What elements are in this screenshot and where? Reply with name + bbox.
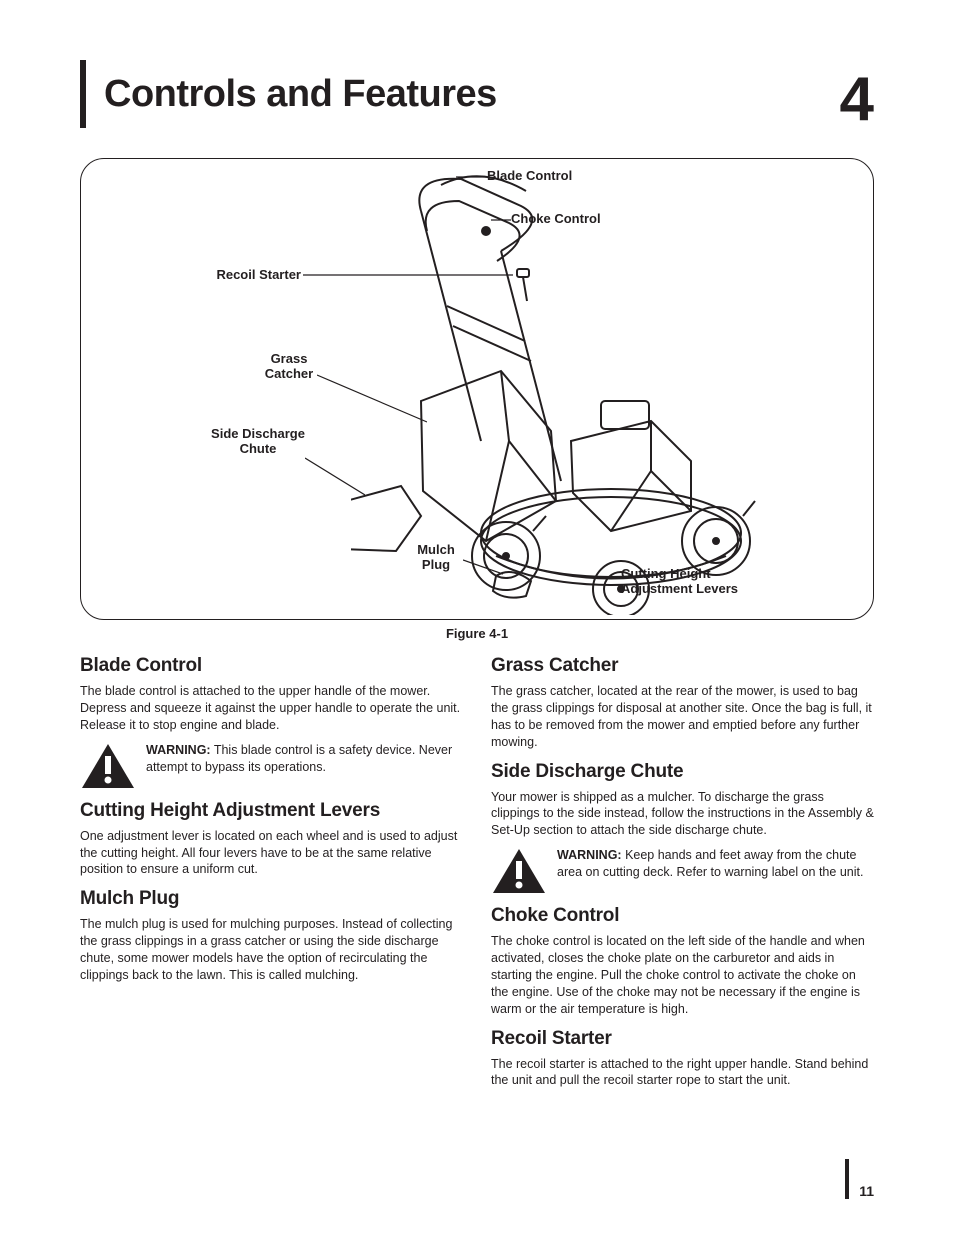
head-grass-catcher: Grass Catcher	[491, 655, 874, 677]
chapter-title: Controls and Features	[104, 73, 497, 116]
text-blade-control: The blade control is attached to the upp…	[80, 683, 463, 734]
text-mulch-plug: The mulch plug is used for mulching purp…	[80, 916, 463, 984]
leader-line	[463, 559, 503, 577]
head-choke-control: Choke Control	[491, 905, 874, 927]
leader-line	[305, 457, 365, 497]
chapter-title-group: Controls and Features	[80, 60, 497, 128]
warning-side-discharge: WARNING: Keep hands and feet away from t…	[491, 847, 874, 895]
chapter-rule	[80, 60, 86, 128]
text-side-discharge: Your mower is shipped as a mulcher. To d…	[491, 789, 874, 840]
chapter-number: 4	[840, 72, 874, 128]
text-cutting-height: One adjustment lever is located on each …	[80, 828, 463, 879]
label-blade-control: Blade Control	[487, 169, 572, 184]
leader-line	[456, 176, 486, 178]
label-grass-catcher: Grass Catcher	[259, 352, 319, 382]
label-side-discharge: Side Discharge Chute	[203, 427, 313, 457]
label-cutting-height: Cutting Height Adjustment Levers	[621, 567, 751, 597]
head-mulch-plug: Mulch Plug	[80, 888, 463, 910]
page-number: 11	[859, 1183, 874, 1199]
chapter-header: Controls and Features 4	[80, 60, 874, 128]
text-choke-control: The choke control is located on the left…	[491, 933, 874, 1017]
warning-icon	[80, 742, 136, 790]
leader-line	[491, 219, 511, 221]
head-blade-control: Blade Control	[80, 655, 463, 677]
warning-text-chute: WARNING: Keep hands and feet away from t…	[557, 847, 874, 881]
label-choke-control: Choke Control	[511, 212, 601, 227]
figure-box: Blade Control Choke Control Recoil Start…	[80, 158, 874, 620]
leader-line	[317, 374, 427, 424]
page-rule	[845, 1159, 849, 1199]
warning-icon	[491, 847, 547, 895]
head-side-discharge: Side Discharge Chute	[491, 761, 874, 783]
text-grass-catcher: The grass catcher, located at the rear o…	[491, 683, 874, 751]
head-recoil-starter: Recoil Starter	[491, 1028, 874, 1050]
figure-caption: Figure 4-1	[80, 626, 874, 641]
text-recoil-starter: The recoil starter is attached to the ri…	[491, 1056, 874, 1090]
leader-line	[303, 274, 513, 276]
label-recoil-starter: Recoil Starter	[211, 268, 301, 283]
label-mulch-plug: Mulch Plug	[411, 543, 461, 573]
right-column: Grass Catcher The grass catcher, located…	[491, 655, 874, 1097]
leader-line	[606, 584, 621, 586]
warning-text-blade: WARNING: This blade control is a safety …	[146, 742, 463, 776]
head-cutting-height: Cutting Height Adjustment Levers	[80, 800, 463, 822]
page-number-group: 11	[845, 1159, 874, 1199]
left-column: Blade Control The blade control is attac…	[80, 655, 463, 1097]
warning-blade-control: WARNING: This blade control is a safety …	[80, 742, 463, 790]
body-columns: Blade Control The blade control is attac…	[80, 655, 874, 1097]
